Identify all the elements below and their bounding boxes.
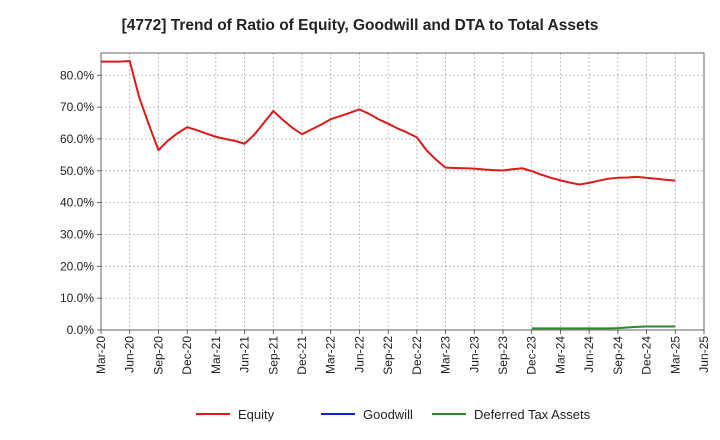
x-tick-label: Jun-24 bbox=[582, 336, 596, 373]
y-tick-label: 60.0% bbox=[60, 132, 94, 146]
y-tick-label: 80.0% bbox=[60, 68, 94, 82]
x-tick-label: Mar-20 bbox=[94, 336, 108, 374]
x-tick-label: Jun-22 bbox=[352, 336, 366, 373]
series-layer bbox=[101, 59, 676, 330]
plot-border bbox=[100, 52, 705, 331]
x-tick-label: Sep-21 bbox=[266, 336, 280, 375]
x-tick-label: Sep-24 bbox=[611, 336, 625, 375]
y-tick-label: 30.0% bbox=[60, 227, 94, 241]
chart-title: [4772] Trend of Ratio of Equity, Goodwil… bbox=[122, 17, 599, 34]
series-line-deferred-tax-assets bbox=[531, 325, 676, 330]
grid-layer bbox=[100, 53, 705, 331]
legend-label: Goodwill bbox=[363, 407, 413, 422]
x-tick-label: Mar-24 bbox=[553, 336, 567, 374]
y-tick-label: 10.0% bbox=[60, 291, 94, 305]
x-tick-label: Jun-23 bbox=[467, 336, 481, 373]
x-tick-label: Jun-20 bbox=[123, 336, 137, 373]
legend-label: Deferred Tax Assets bbox=[474, 407, 591, 422]
y-tick-label: 40.0% bbox=[60, 196, 94, 210]
x-tick-label: Dec-20 bbox=[180, 336, 194, 375]
y-axis: 0.0% 10.0% 20.0% 30.0% 40.0% 50.0% 60.0% 70.0% 8… bbox=[60, 68, 101, 337]
y-tick-label: 20.0% bbox=[60, 259, 94, 273]
x-tick-label: Sep-20 bbox=[151, 336, 165, 375]
x-tick-label: Mar-21 bbox=[209, 336, 223, 374]
x-tick-label: Sep-23 bbox=[496, 336, 510, 375]
x-tick-label: Mar-25 bbox=[668, 336, 682, 374]
legend: Equity Goodwill Deferred Tax Assets bbox=[196, 407, 591, 422]
x-tick-label: Mar-22 bbox=[324, 336, 338, 374]
x-axis: Mar-20 Jun-20 Sep-20 Dec-20 Mar-21 Jun-21 Sep-… bbox=[94, 330, 711, 375]
x-tick-label: Dec-21 bbox=[295, 336, 309, 375]
series-line-equity bbox=[101, 59, 676, 186]
x-tick-label: Dec-23 bbox=[525, 336, 539, 375]
x-tick-label: Mar-23 bbox=[439, 336, 453, 374]
y-tick-label: 0.0% bbox=[67, 323, 95, 337]
x-tick-label: Dec-22 bbox=[410, 336, 424, 375]
x-tick-label: Jun-25 bbox=[697, 336, 711, 373]
x-tick-label: Jun-21 bbox=[238, 336, 252, 373]
x-tick-label: Sep-22 bbox=[381, 336, 395, 375]
y-tick-label: 50.0% bbox=[60, 164, 94, 178]
legend-label: Equity bbox=[238, 407, 275, 422]
y-tick-label: 70.0% bbox=[60, 100, 94, 114]
x-tick-label: Dec-24 bbox=[640, 336, 654, 375]
